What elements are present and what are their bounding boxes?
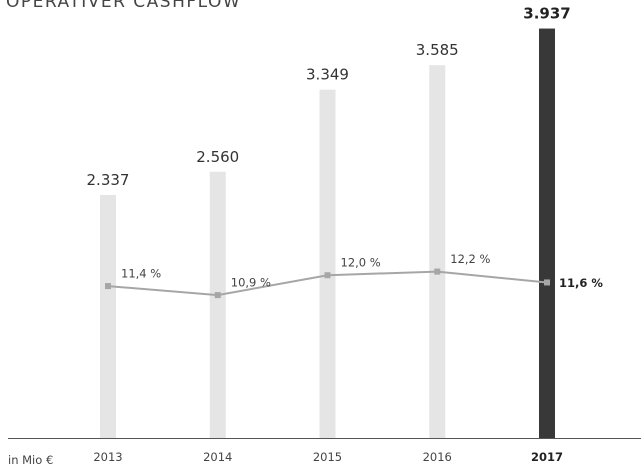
line-value-label: 11,4 %: [121, 267, 161, 281]
line-marker: [105, 283, 111, 290]
line-marker: [214, 292, 221, 299]
x-tick-label: 2017: [531, 450, 563, 464]
line-value-label: 10,9 %: [231, 276, 271, 290]
bar: [209, 171, 226, 438]
bar-value-label: 2.560: [196, 148, 239, 166]
x-tick-label: 2014: [203, 450, 232, 464]
line-value-label: 12,2 %: [450, 252, 490, 266]
bar: [319, 89, 336, 438]
bar: [100, 194, 116, 438]
line-marker: [434, 268, 441, 275]
bar-value-label: 3.349: [306, 66, 349, 84]
x-tick-label: 2015: [313, 450, 342, 464]
line-value-label: 11,6 %: [559, 276, 603, 290]
bar: [539, 28, 555, 438]
line-marker: [324, 272, 331, 279]
bar: [429, 65, 446, 438]
x-tick-label: 2016: [423, 450, 452, 464]
bar-value-label: 2.337: [87, 171, 130, 189]
bar-value-label: 3.585: [416, 41, 459, 59]
bar-value-label: 3.937: [523, 5, 570, 23]
line-marker: [544, 279, 550, 286]
line-value-label: 12,0 %: [341, 256, 381, 270]
unit-label: in Mio €: [8, 453, 53, 467]
x-tick-label: 2013: [93, 450, 122, 464]
chart-title: OPERATIVER CASHFLOW: [6, 0, 241, 12]
